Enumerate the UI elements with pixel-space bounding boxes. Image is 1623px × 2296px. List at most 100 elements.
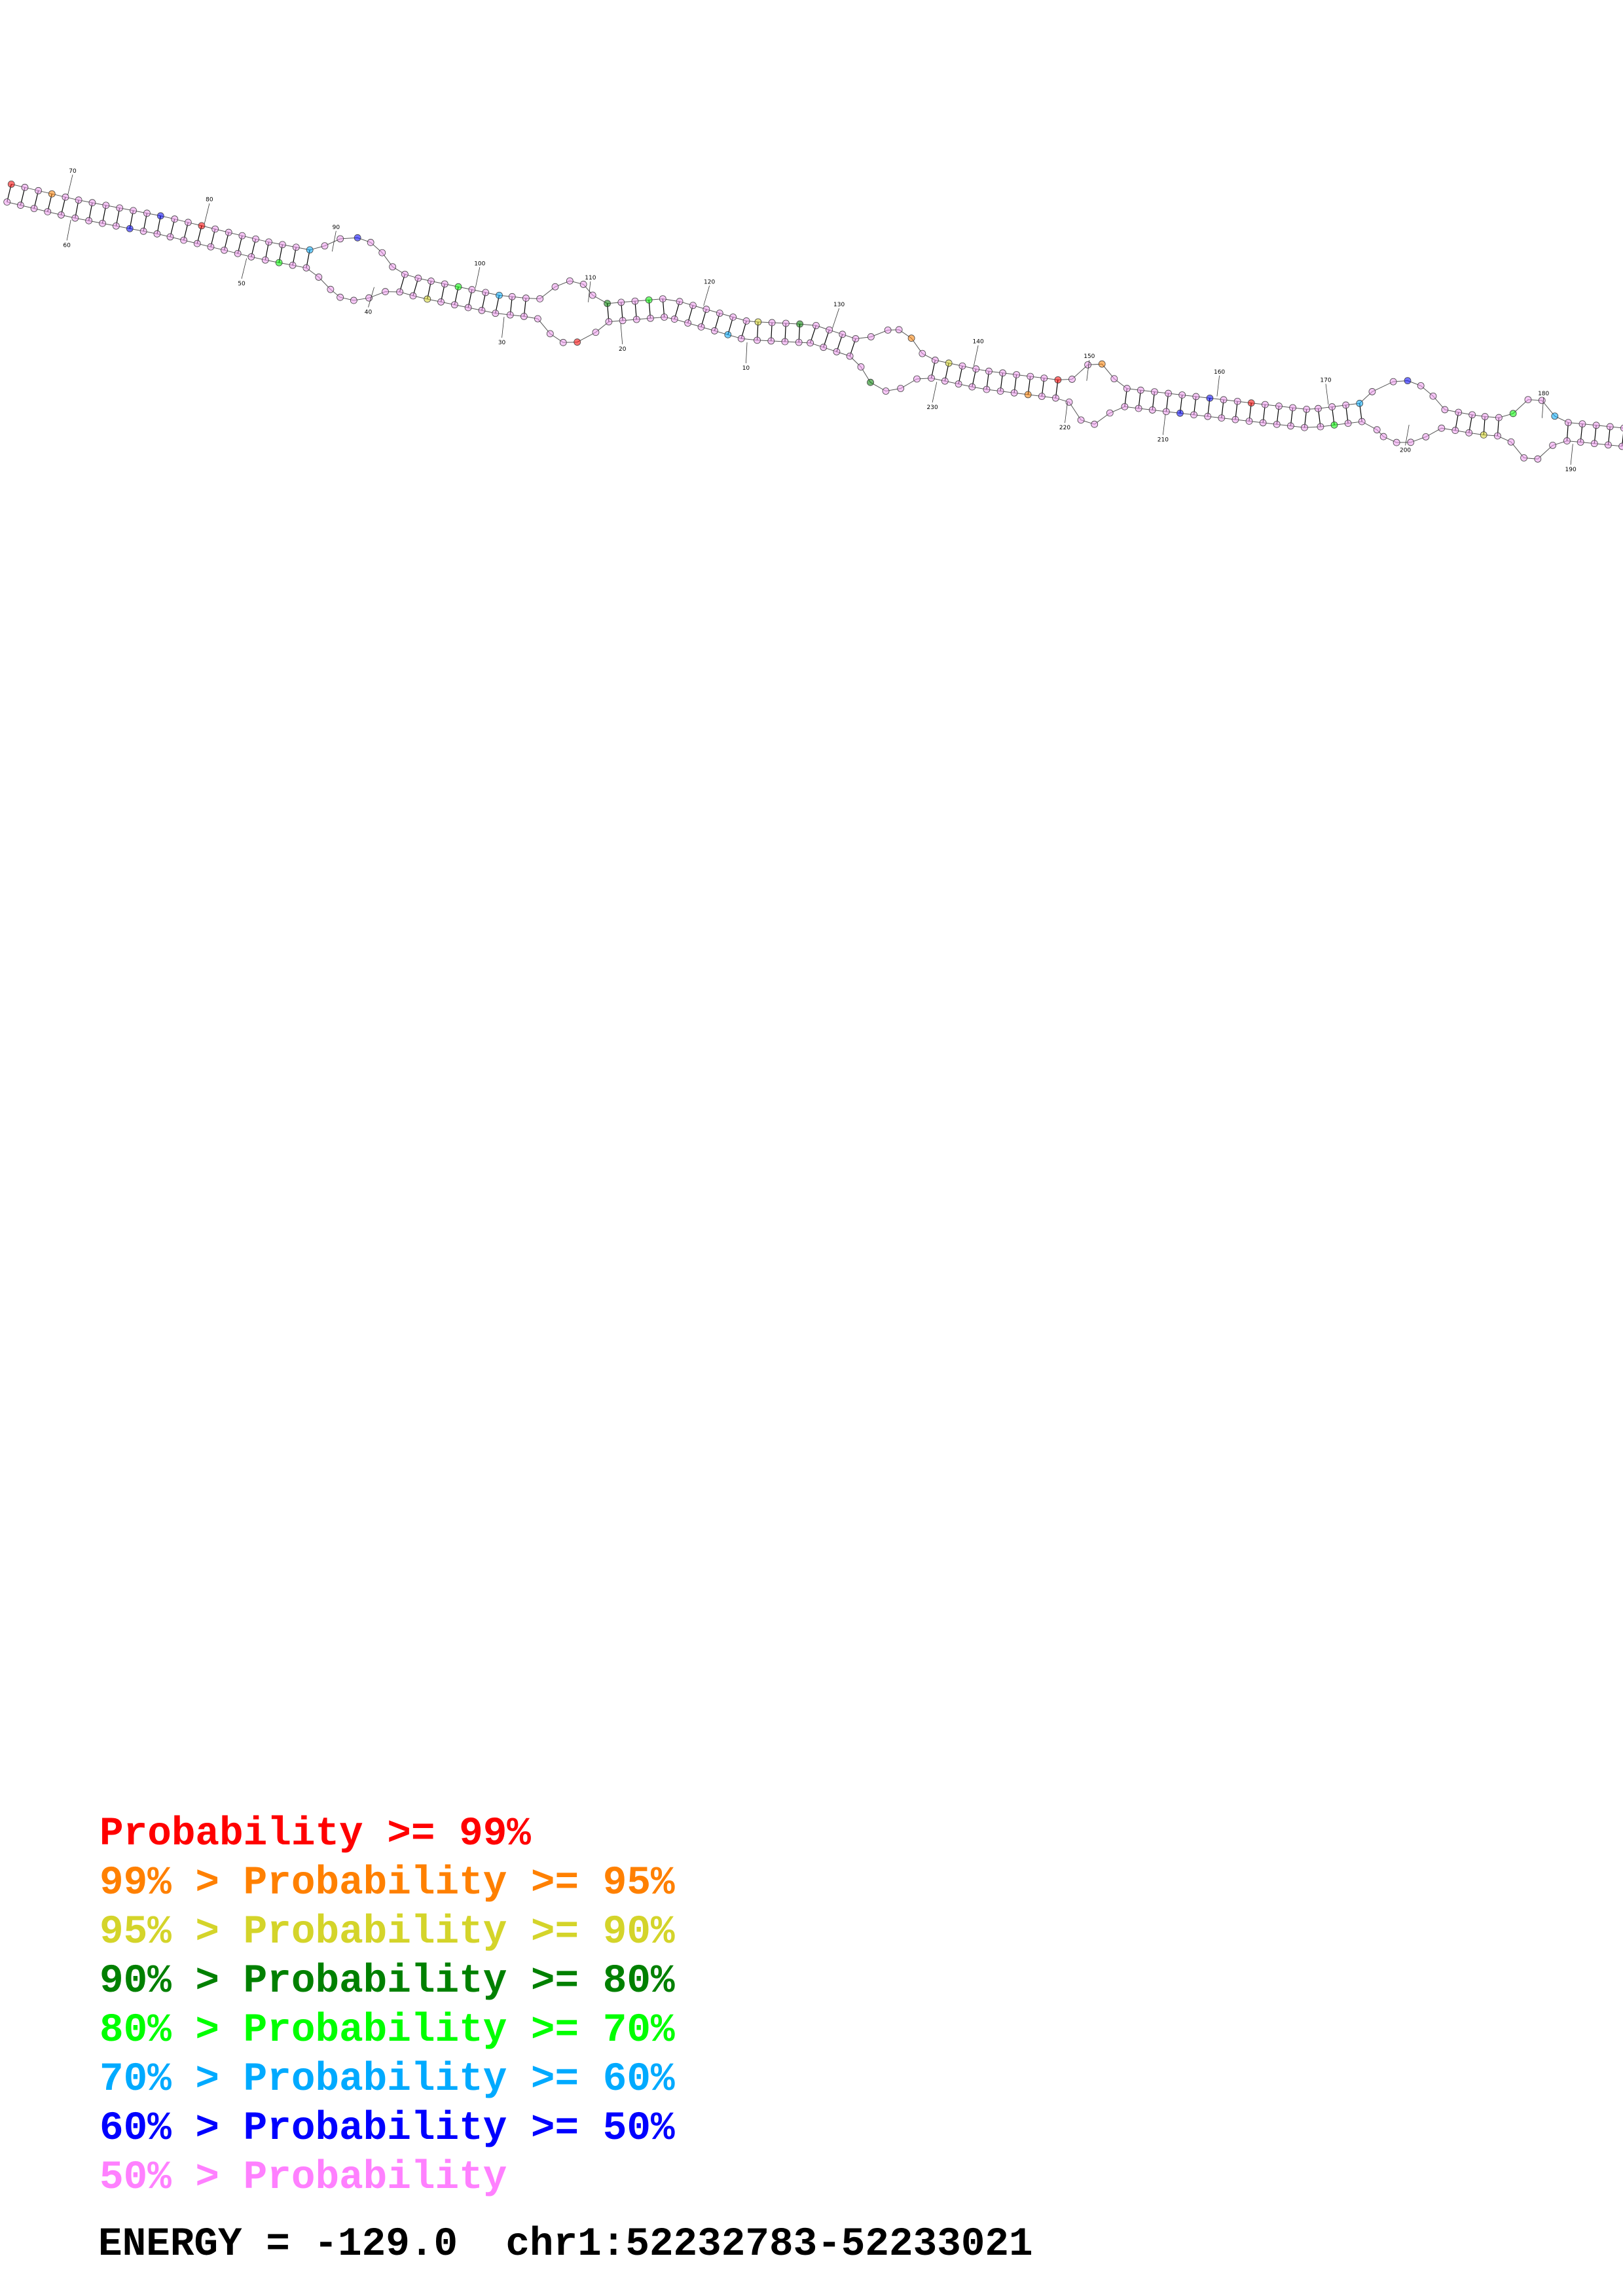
- nucleotide: [820, 344, 828, 351]
- nucleotide: [354, 234, 361, 242]
- nucleotide: [1010, 389, 1018, 397]
- position-label: 190: [1565, 467, 1577, 473]
- nucleotide: [1509, 410, 1517, 418]
- nucleotide: [1373, 426, 1381, 434]
- legend-row: 99% > Probability >= 95%: [100, 1859, 675, 1908]
- nucleotide: [1538, 397, 1546, 404]
- legend-text: Probability >= 50%: [243, 2106, 675, 2151]
- position-label: 110: [585, 275, 596, 281]
- nucleotide: [1303, 406, 1311, 413]
- position-label: 160: [1214, 369, 1225, 376]
- legend-text: Probability >= 90%: [243, 1910, 675, 1955]
- nucleotide: [1451, 427, 1459, 434]
- nucleotide: [941, 377, 949, 385]
- nucleotide: [279, 241, 286, 249]
- nucleotide: [782, 319, 790, 327]
- nucleotide: [697, 323, 705, 331]
- nucleotide: [1084, 361, 1092, 368]
- nucleotide: [534, 315, 541, 323]
- nucleotide: [482, 289, 490, 296]
- nucleotide: [139, 227, 147, 235]
- nucleotide: [826, 326, 833, 334]
- nucleotide: [907, 334, 915, 342]
- nucleotide: [221, 246, 228, 254]
- nucleotide: [71, 214, 79, 222]
- nucleotide: [292, 243, 300, 251]
- position-label: 170: [1320, 377, 1331, 384]
- position-tick: [66, 219, 71, 241]
- nucleotide: [1077, 416, 1085, 424]
- nucleotide: [884, 326, 892, 334]
- nucleotide: [711, 327, 718, 334]
- nucleotide: [198, 222, 206, 230]
- nucleotide: [112, 222, 120, 230]
- nucleotide: [768, 319, 776, 327]
- legend-text: Probability: [243, 2155, 507, 2200]
- nucleotide: [58, 211, 65, 219]
- position-label: 70: [69, 168, 77, 175]
- nucleotide: [238, 232, 246, 240]
- nucleotide: [85, 217, 93, 224]
- position-tick: [1405, 424, 1410, 446]
- position-tick: [1065, 402, 1068, 423]
- position-tick: [67, 174, 73, 196]
- nucleotide: [1176, 409, 1184, 417]
- position-tick: [368, 287, 374, 308]
- nucleotide: [492, 310, 500, 317]
- nucleotide: [796, 320, 804, 328]
- nucleotide: [1620, 424, 1623, 432]
- nucleotide: [972, 365, 980, 373]
- nucleotide: [1110, 375, 1118, 383]
- nucleotide: [1422, 433, 1430, 440]
- position-tick: [974, 345, 979, 366]
- genomic-region: chr1:52232783-52233021: [505, 2222, 1033, 2267]
- legend-prefix: 99% >: [100, 1861, 244, 1906]
- nucleotide: [315, 274, 323, 281]
- nucleotide: [126, 224, 134, 232]
- nucleotide: [1468, 411, 1476, 419]
- nucleotide: [945, 359, 953, 367]
- nucleotide: [1247, 399, 1255, 407]
- nucleotide: [1328, 403, 1336, 410]
- backbone-strand: [11, 183, 1623, 429]
- nucleotide: [1206, 394, 1214, 402]
- nucleotide: [716, 310, 723, 317]
- nucleotide: [62, 193, 69, 201]
- legend-prefix: 60% >: [100, 2106, 244, 2151]
- position-label: 230: [927, 404, 938, 411]
- nucleotide: [1404, 377, 1412, 385]
- legend-prefix: 70% >: [100, 2057, 244, 2102]
- nucleotide: [882, 387, 890, 395]
- nucleotide: [382, 288, 389, 295]
- nucleotide: [522, 295, 530, 302]
- nucleotide: [1013, 371, 1021, 378]
- nucleotide: [1233, 397, 1241, 405]
- nucleotide: [983, 386, 991, 393]
- nucleotide: [1551, 412, 1559, 420]
- nucleotide: [1480, 431, 1487, 439]
- position-label: 120: [704, 279, 715, 285]
- nucleotide: [689, 302, 697, 310]
- nucleotide: [895, 326, 903, 334]
- nucleotide: [1549, 441, 1557, 449]
- nucleotide: [919, 350, 926, 357]
- nucleotide: [767, 337, 775, 345]
- nucleotide: [1441, 406, 1449, 414]
- nucleotide: [1493, 432, 1501, 440]
- nucleotide: [1563, 437, 1571, 444]
- position-label: 180: [1538, 391, 1549, 397]
- nucleotide: [985, 367, 993, 375]
- nucleotide: [1275, 403, 1283, 410]
- nucleotide: [631, 297, 639, 305]
- position-label: 200: [1400, 448, 1411, 454]
- nucleotide: [389, 263, 397, 271]
- nucleotide: [659, 295, 666, 302]
- nucleotide: [1455, 408, 1463, 416]
- position-label: 60: [63, 242, 71, 249]
- nucleotide: [130, 207, 137, 215]
- nucleotide: [496, 291, 503, 299]
- nucleotide: [645, 296, 653, 304]
- nucleotide: [857, 363, 865, 370]
- nucleotide: [99, 219, 106, 227]
- position-label: 30: [498, 340, 506, 346]
